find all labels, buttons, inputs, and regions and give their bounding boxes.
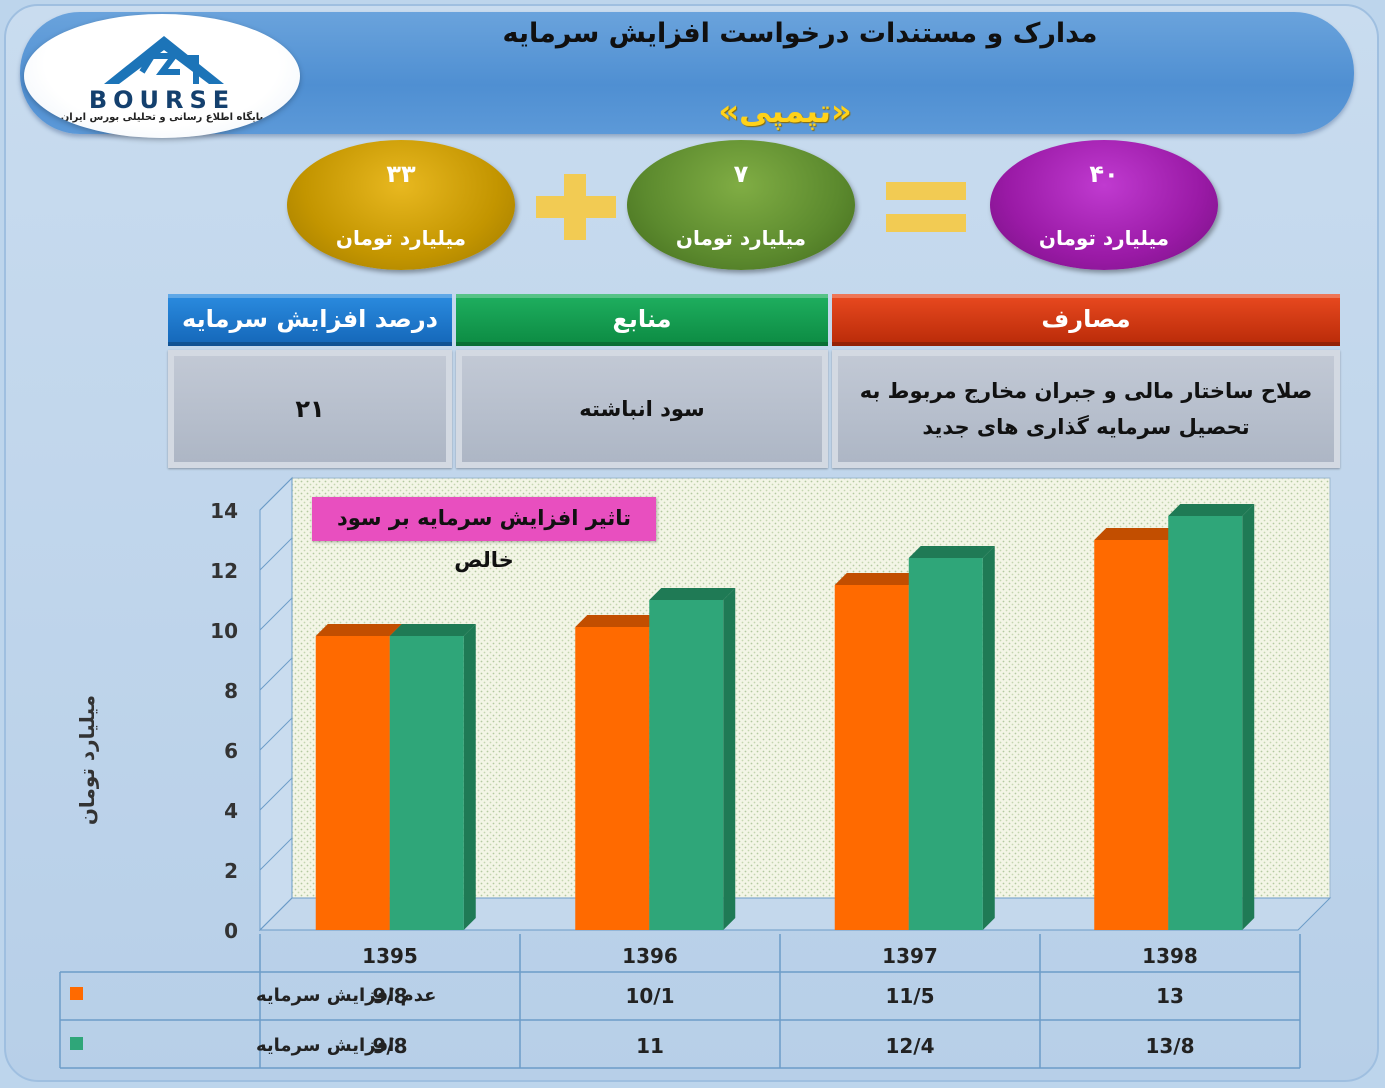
legend-swatch xyxy=(70,1037,83,1050)
y-tick-label: 4 xyxy=(224,799,238,823)
logo-caption: پایگاه اطلاع رسانی و تحلیلی بورس ایران xyxy=(60,112,264,123)
data-label: 9/8 xyxy=(372,984,407,1008)
bar-1395-series-1 xyxy=(389,636,464,930)
bar-top xyxy=(834,573,921,585)
bar-top xyxy=(1094,528,1181,540)
oval-item1: ۳۳ میلیارد تومان xyxy=(287,140,515,270)
bar-side xyxy=(1242,504,1255,930)
total-unit: میلیارد تومان xyxy=(1038,226,1170,250)
cell-percent: ۲۱ xyxy=(168,350,452,468)
oval-total: ۴۰ میلیارد تومان xyxy=(990,140,1218,270)
y-tick-label: 10 xyxy=(210,619,238,643)
y-gridline xyxy=(259,837,293,871)
bar-top xyxy=(649,588,736,600)
x-tick-label: 1396 xyxy=(622,944,678,968)
bar-1396-series-1 xyxy=(649,600,724,930)
item2-value: ۷ xyxy=(733,160,749,188)
oval-item2: ۷ میلیارد تومان xyxy=(627,140,855,270)
item2-unit: میلیارد تومان xyxy=(675,226,807,250)
bar-side xyxy=(723,588,736,930)
y-gridline xyxy=(259,537,293,571)
item1-value: ۳۳ xyxy=(386,160,416,188)
bar-1398-series-1 xyxy=(1168,516,1243,930)
y-tick-label: 8 xyxy=(224,679,238,703)
bar-1397-series-1 xyxy=(908,558,983,930)
logo-text: BOURSE xyxy=(89,86,235,114)
y-tick-label: 14 xyxy=(210,499,238,523)
y-gridline xyxy=(259,897,293,931)
y-gridline xyxy=(259,657,293,691)
data-label: 11/5 xyxy=(885,984,934,1008)
header-sources: منابع xyxy=(456,294,828,346)
equals-icon xyxy=(886,182,966,232)
bar-side xyxy=(463,624,476,930)
y-tick-label: 2 xyxy=(224,859,238,883)
y-tick-label: 12 xyxy=(210,559,238,583)
y-axis-label: میلیارد تومان xyxy=(75,695,99,826)
bar-1396-series-0 xyxy=(575,627,650,930)
bar-chart: 0 2 4 6 8 10 12 14 1395 9/8 9/8 1396 10/1 11 1397 11/5… xyxy=(59,476,1332,1069)
data-label: 11 xyxy=(636,1034,664,1058)
bar-top xyxy=(315,624,402,636)
series-name: عدم افزایش سرمایه xyxy=(256,985,436,1006)
series-name: افزایش سرمایه xyxy=(256,1035,394,1056)
bar-top xyxy=(908,546,995,558)
bar-1397-series-0 xyxy=(834,585,909,930)
y-gridline xyxy=(259,477,293,511)
bar-1395-series-0 xyxy=(315,636,390,930)
y-tick-label: 6 xyxy=(224,739,238,763)
data-label: 13/8 xyxy=(1145,1034,1194,1058)
y-tick-label: 0 xyxy=(224,919,238,943)
header-percent: درصد افزایش سرمایه xyxy=(168,294,452,346)
item1-unit: میلیارد تومان xyxy=(335,226,467,250)
data-label: 9/8 xyxy=(372,1034,407,1058)
data-label: 13 xyxy=(1156,984,1184,1008)
bar-top xyxy=(389,624,476,636)
plot-side-wall xyxy=(259,476,293,932)
bourse24-logo: BOURSE پایگاه اطلاع رسانی و تحلیلی بورس … xyxy=(24,14,300,138)
total-value: ۴۰ xyxy=(1089,160,1119,188)
legend-swatch xyxy=(70,987,83,1000)
y-gridline xyxy=(259,777,293,811)
bar-1398-series-0 xyxy=(1094,540,1169,930)
company-name: «تپمپی» xyxy=(718,92,852,130)
cell-sources: سود انباشته xyxy=(456,350,828,468)
y-gridline xyxy=(259,717,293,751)
y-gridline xyxy=(259,597,293,631)
cell-uses: صلاح ساختار مالی و جبران مخارج مربوط به … xyxy=(832,350,1340,468)
bar-side xyxy=(982,546,995,930)
bar-top xyxy=(1168,504,1255,516)
chart-title: تاثیر افزایش سرمایه بر سود خالص xyxy=(312,497,656,572)
page-title: مدارک و مستندات درخواست افزایش سرمایه xyxy=(502,18,1098,49)
bar-top xyxy=(575,615,662,627)
x-tick-label: 1395 xyxy=(362,944,418,968)
plus-icon xyxy=(536,174,616,240)
data-label: 10/1 xyxy=(625,984,674,1008)
logo-graphic: BOURSE xyxy=(89,36,235,114)
x-tick-label: 1398 xyxy=(1142,944,1198,968)
header-uses: مصارف xyxy=(832,294,1340,346)
data-label: 12/4 xyxy=(885,1034,934,1058)
x-tick-label: 1397 xyxy=(882,944,938,968)
